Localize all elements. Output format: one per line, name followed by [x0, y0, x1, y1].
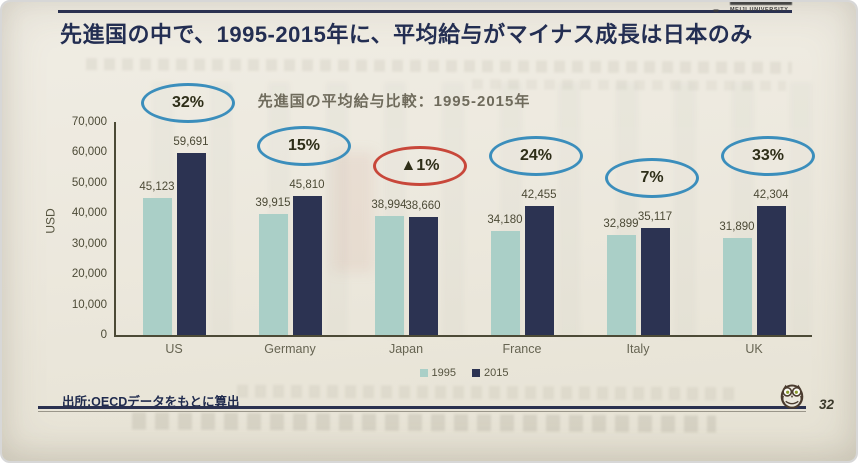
legend-swatch-2015 — [472, 369, 480, 377]
y-tick-label: 30,000 — [71, 237, 107, 250]
university-logo-mark-icon — [705, 2, 728, 12]
bottom-rule-shadow — [38, 411, 806, 412]
bar-wrap: 35,117 — [638, 211, 672, 335]
legend-swatch-1995 — [419, 369, 428, 377]
value-label-1995-Germany: 39,915 — [255, 197, 291, 209]
bar-wrap: 45,810 — [289, 179, 325, 335]
slide-title: 先進国の中で、1995-2015年に、平均給与がマイナス成長は日本のみ — [60, 22, 753, 47]
bar-2015-Japan — [408, 217, 438, 335]
bar-1995-Germany — [258, 214, 288, 335]
bar-group-France: 34,180 42,455 24% — [464, 136, 583, 335]
owl-mascot-icon — [780, 384, 804, 409]
bar-1995-UK — [722, 238, 752, 335]
y-tick-label: 40,000 — [71, 207, 107, 220]
legend-item-2015: 2015 — [472, 367, 508, 379]
y-tick-label: 60,000 — [71, 146, 107, 159]
value-label-1995-UK: 31,890 — [719, 221, 755, 233]
bleedthrough-patch — [332, 152, 374, 272]
bar-wrap: 39,915 — [255, 197, 291, 335]
value-label-1995-France: 34,180 — [487, 214, 523, 226]
growth-annotation-Japan: ▲1% — [373, 146, 467, 186]
chart-title: 先進国の平均給与比較：1995-2015年 — [257, 93, 531, 110]
x-axis-label-Italy: Italy — [626, 342, 650, 356]
page-number: 32 — [818, 397, 834, 412]
bar-wrap: 38,994 — [371, 199, 407, 335]
source-note: 出所:OECDデータをもとに算出 — [62, 395, 240, 409]
x-axis-label-Germany: Germany — [264, 342, 316, 356]
value-label-2015-US: 59,691 — [173, 136, 209, 148]
bottom-rule — [38, 406, 806, 409]
bar-2015-UK — [756, 206, 786, 335]
bar-1995-Japan — [374, 216, 404, 335]
x-axis-label-France: France — [502, 342, 542, 356]
bar-1995-Italy — [606, 235, 636, 335]
y-tick-label: 70,000 — [71, 116, 107, 128]
bar-group-UK: 31,890 42,304 33% — [696, 136, 815, 335]
bar-group-Germany: 39,915 45,810 15% — [232, 126, 351, 335]
value-label-1995-Italy: 32,899 — [603, 218, 639, 230]
bar-group-Italy: 32,899 35,117 7% — [580, 158, 699, 335]
x-axis-label-UK: UK — [745, 342, 763, 356]
bar-1995-US — [142, 198, 172, 335]
y-tick-label: 20,000 — [71, 268, 107, 281]
university-logotype-cropped — [730, 2, 792, 5]
x-axis-label-Japan: Japan — [388, 342, 424, 356]
value-label-1995-US: 45,123 — [139, 181, 175, 193]
bar-2015-Germany — [292, 196, 322, 335]
y-tick-label: 10,000 — [71, 298, 107, 311]
legend-label-2015: 2015 — [484, 367, 509, 379]
bar-wrap: 34,180 — [487, 214, 523, 335]
value-label-2015-Germany: 45,810 — [289, 179, 325, 191]
bar-2015-France — [524, 206, 554, 335]
bleedthrough-text — [131, 412, 717, 433]
x-axis-label-US: US — [165, 342, 183, 356]
bar-1995-France — [490, 231, 520, 335]
plot-area: 45,123 59,691 32% 39,915 45,810 15% 38,994 38,6… — [116, 83, 815, 335]
bleedthrough-text — [236, 384, 737, 401]
bar-wrap: 59,691 — [173, 136, 209, 335]
bar-wrap: 42,455 — [521, 189, 557, 335]
growth-annotation-US: 32% — [141, 83, 235, 123]
value-label-1995-Japan: 38,994 — [371, 199, 407, 211]
chart-legend: 1995 2015 — [116, 367, 812, 379]
university-logo: MEIJI UNIVERSITY — [704, 2, 800, 17]
growth-annotation-Germany: 15% — [257, 126, 351, 166]
bar-2015-Italy — [640, 228, 670, 335]
title-top-rule — [58, 10, 792, 13]
bar-wrap: 38,660 — [405, 200, 441, 335]
growth-annotation-Italy: 7% — [605, 158, 699, 198]
salary-bar-chart: USD 0 10,000 20,000 30,000 40,000 50,000 60,00… — [44, 83, 815, 379]
value-label-2015-France: 42,455 — [521, 189, 557, 201]
bar-wrap: 31,890 — [719, 221, 755, 335]
legend-label-1995: 1995 — [431, 367, 456, 379]
x-axis-labels: US Germany Japan France Italy UK — [116, 342, 812, 356]
y-tick-label: 0 — [100, 329, 107, 341]
bar-wrap: 42,304 — [753, 189, 789, 335]
value-label-2015-Italy: 35,117 — [637, 211, 673, 223]
bar-group-US: 45,123 59,691 32% — [116, 83, 235, 335]
university-logo-text: MEIJI UNIVERSITY — [730, 7, 789, 13]
bleedthrough-text — [85, 58, 793, 74]
growth-annotation-UK: 33% — [721, 136, 815, 176]
bar-2015-US — [176, 153, 206, 335]
bar-wrap: 45,123 — [139, 181, 175, 335]
value-label-2015-Japan: 38,660 — [405, 200, 441, 212]
bar-wrap: 32,899 — [603, 218, 639, 335]
y-tick-label: 50,000 — [71, 176, 107, 189]
growth-annotation-France: 24% — [489, 136, 583, 176]
bar-group-Japan: 38,994 38,660 ▲1% — [348, 146, 467, 335]
value-label-2015-UK: 42,304 — [753, 189, 789, 201]
legend-item-1995: 1995 — [419, 367, 456, 379]
